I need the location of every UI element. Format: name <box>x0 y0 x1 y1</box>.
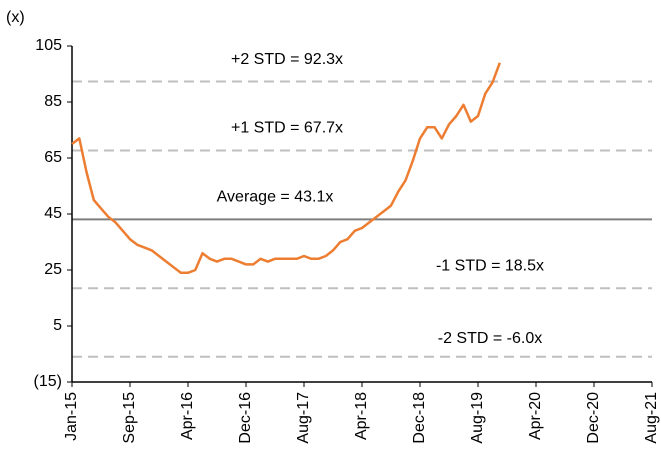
y-tick-label: 105 <box>35 37 62 54</box>
reference-label: -1 STD = 18.5x <box>436 257 544 274</box>
reference-label: Average = 43.1x <box>217 189 334 206</box>
reference-label: +2 STD = 92.3x <box>231 51 343 68</box>
reference-label: -2 STD = -6.0x <box>438 330 542 347</box>
y-tick-label: 5 <box>53 317 62 334</box>
x-tick-label: Aug-21 <box>643 392 660 444</box>
y-tick-label: 45 <box>44 205 62 222</box>
x-tick-label: Sep-15 <box>121 392 138 444</box>
x-tick-label: Apr-20 <box>527 392 544 440</box>
reference-label: +1 STD = 67.7x <box>231 120 343 137</box>
x-tick-label: Dec-16 <box>237 392 254 444</box>
y-tick-label: 25 <box>44 261 62 278</box>
x-tick-label: Dec-18 <box>411 392 428 444</box>
x-tick-label: Apr-18 <box>353 392 370 440</box>
x-tick-label: Aug-19 <box>469 392 486 444</box>
y-tick-label: 65 <box>44 149 62 166</box>
x-tick-label: Jan-15 <box>63 392 80 441</box>
y-tick-label: 85 <box>44 93 62 110</box>
x-tick-label: Apr-16 <box>179 392 196 440</box>
y-tick-label: (15) <box>34 373 62 390</box>
x-tick-label: Dec-20 <box>585 392 602 444</box>
x-tick-label: Aug-17 <box>295 392 312 444</box>
y-unit-label: (x) <box>6 9 25 26</box>
data-line <box>71 62 501 275</box>
